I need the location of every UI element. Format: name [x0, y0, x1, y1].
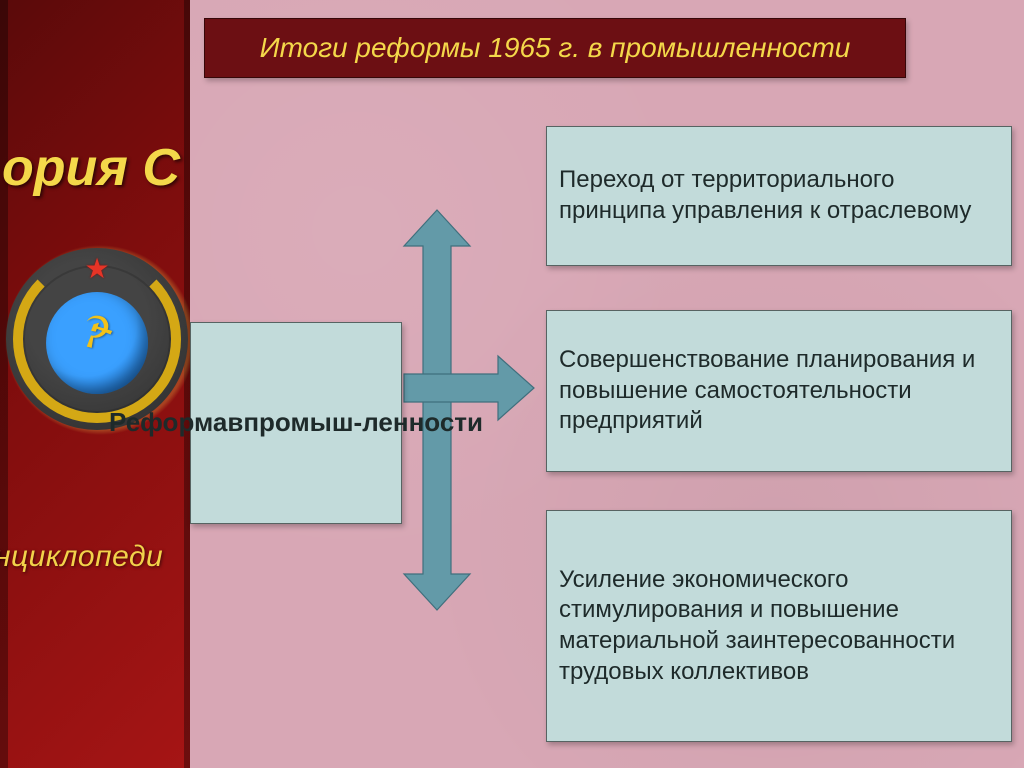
center-label-line: ленности [362, 406, 483, 439]
soviet-emblem: ☭ ★ [6, 248, 188, 430]
book-spine-band: ория С ☭ ★ нциклопеди [0, 0, 190, 768]
center-label-line: промыш- [243, 406, 362, 439]
center-label-box: Реформавпромыш-ленности [190, 322, 402, 524]
slide-title: Итоги реформы 1965 г. в промышленности [204, 18, 906, 78]
result-text-1: Переход от территориального принципа упр… [559, 165, 999, 226]
result-box-2: Совершенствование планирования и повышен… [546, 310, 1012, 472]
main-area: Итоги реформы 1965 г. в промышленности Р… [190, 0, 1024, 768]
result-text-2: Совершенствование планирования и повышен… [559, 345, 999, 437]
slide-stage: ория С ☭ ★ нциклопеди Итоги реформы 1965… [0, 0, 1024, 768]
result-box-3: Усиление экономического стимулирования и… [546, 510, 1012, 742]
red-star-icon: ★ [84, 252, 109, 285]
result-box-1: Переход от территориального принципа упр… [546, 126, 1012, 266]
book-subtitle-fragment: нциклопеди [0, 540, 163, 574]
result-text-3: Усиление экономического стимулирования и… [559, 565, 999, 688]
slide-title-text: Итоги реформы 1965 г. в промышленности [260, 32, 851, 64]
center-label-line: в [227, 406, 243, 439]
book-title-fragment: ория С [2, 138, 180, 198]
center-label-line: Реформа [109, 406, 227, 439]
